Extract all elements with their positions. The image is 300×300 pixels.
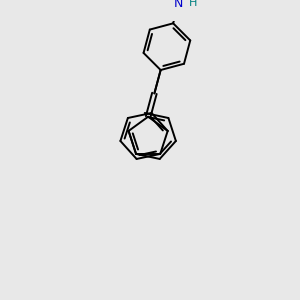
Text: N: N: [174, 0, 183, 10]
Text: N: N: [174, 0, 183, 10]
Text: H: H: [189, 0, 197, 8]
